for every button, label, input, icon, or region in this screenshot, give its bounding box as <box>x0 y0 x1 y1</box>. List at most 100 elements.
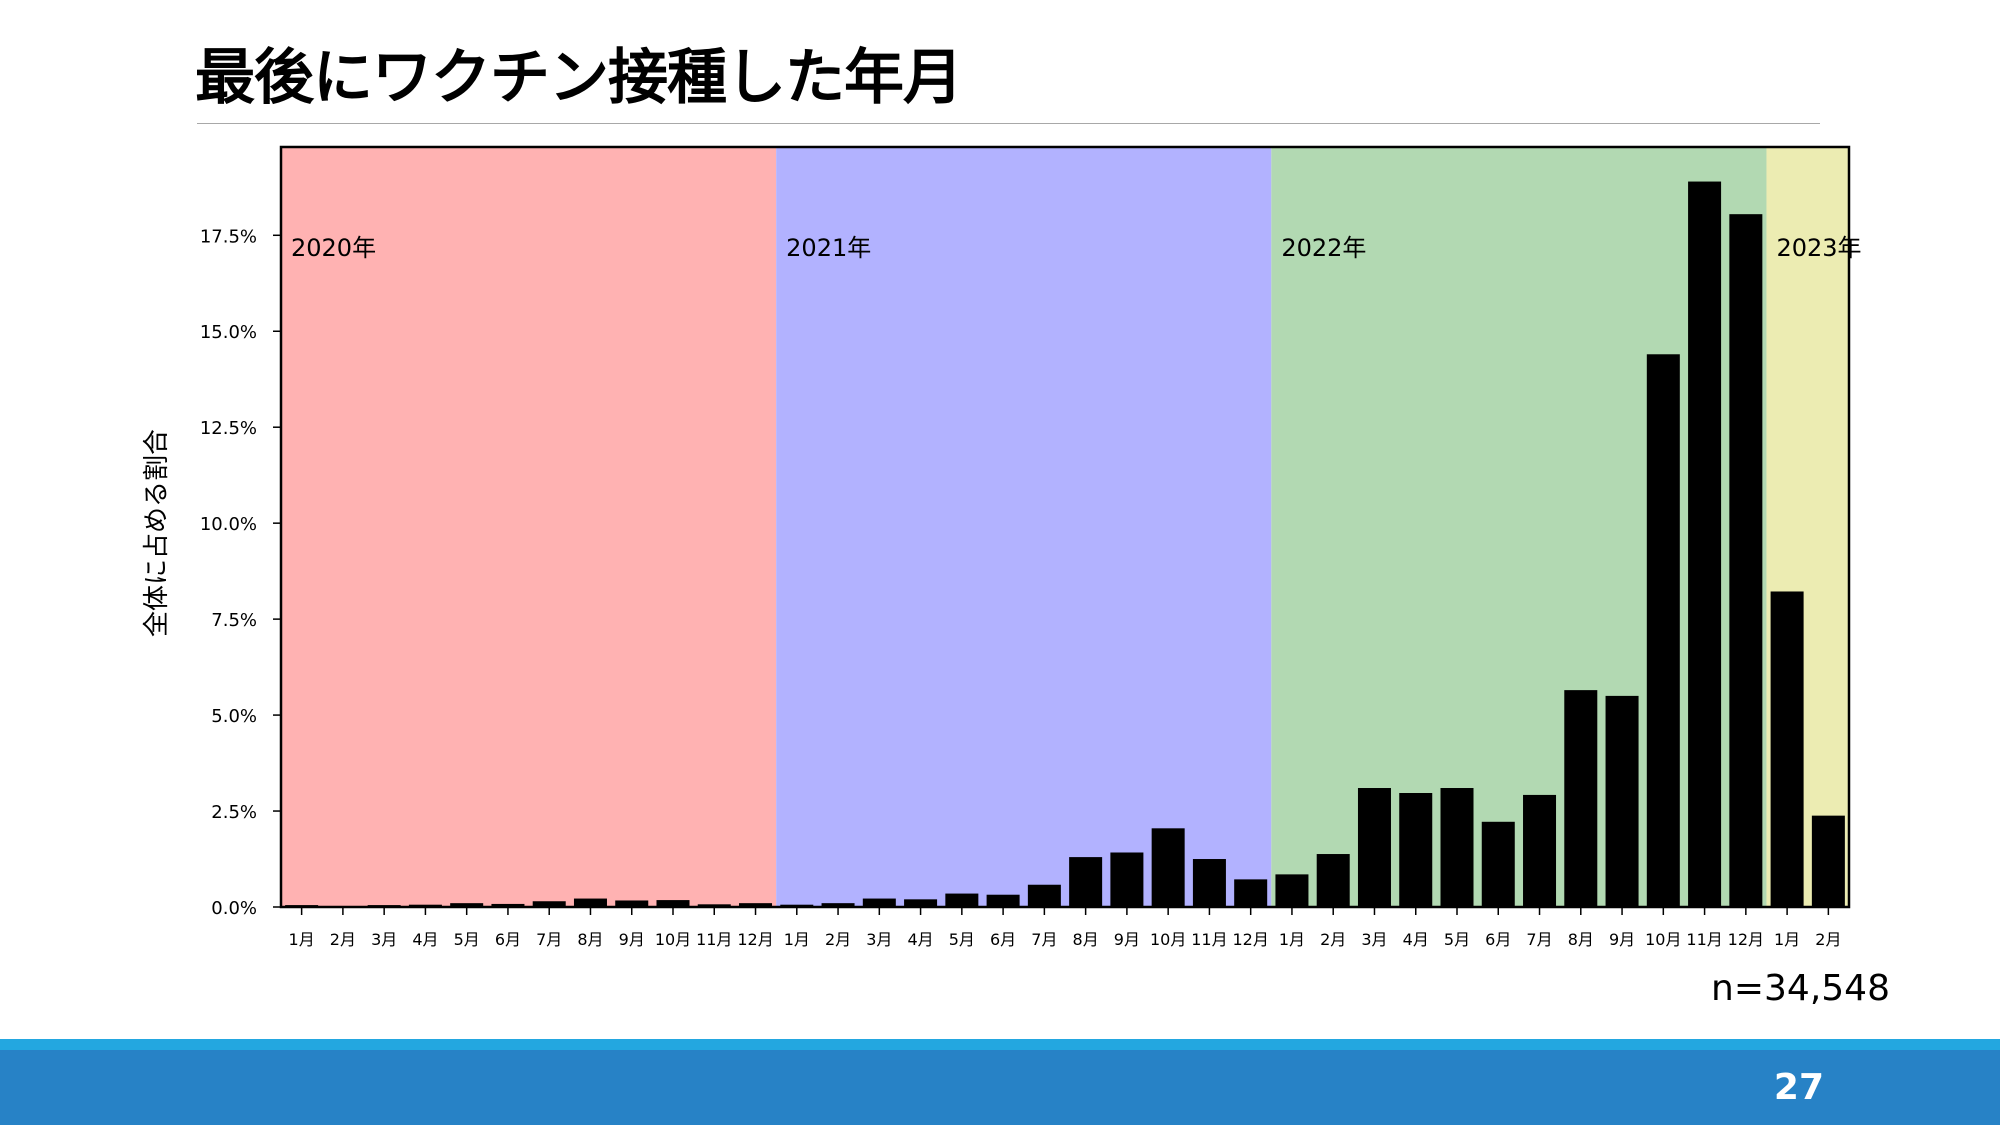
plot-frame <box>279 145 1851 909</box>
bar <box>656 900 690 907</box>
bar <box>1605 695 1639 907</box>
x-tick-label: 6月 <box>1485 930 1511 949</box>
bar <box>1316 854 1350 907</box>
x-tick-label: 8月 <box>1568 930 1594 949</box>
x-tick-label: 11月 <box>1686 930 1722 949</box>
bar <box>1770 591 1804 907</box>
x-tick-label: 11月 <box>1191 930 1227 949</box>
bar <box>1646 354 1680 908</box>
x-tick-label: 1月 <box>1774 930 1800 949</box>
bar <box>1399 793 1433 907</box>
bar <box>1234 879 1268 907</box>
bar <box>1275 874 1309 907</box>
bar <box>1481 821 1515 907</box>
x-tick-label: 9月 <box>1609 930 1635 949</box>
bar <box>739 903 773 907</box>
y-tick-label: 15.0% <box>200 322 257 343</box>
x-tick-label: 4月 <box>907 930 933 949</box>
x-tick-label: 1月 <box>784 930 810 949</box>
bar <box>532 901 566 907</box>
y-tick-label: 7.5% <box>211 610 257 631</box>
y-tick-label: 2.5% <box>211 802 257 823</box>
bar <box>1564 690 1598 907</box>
x-tick-label: 12月 <box>1232 930 1268 949</box>
y-tick-label: 10.0% <box>200 514 257 535</box>
bar <box>1440 788 1474 907</box>
x-tick-label: 5月 <box>1444 930 1470 949</box>
year-band-label: 2021年 <box>786 234 871 262</box>
bar <box>821 903 855 907</box>
bar <box>697 904 731 907</box>
bar <box>904 899 938 907</box>
x-tick-label: 10月 <box>1150 930 1186 949</box>
x-tick-label: 3月 <box>866 930 892 949</box>
x-tick-label: 7月 <box>1031 930 1057 949</box>
page-number: 27 <box>1773 1067 1824 1108</box>
bar <box>450 903 484 907</box>
bar <box>1729 214 1763 907</box>
y-tick-label: 5.0% <box>211 706 257 727</box>
bar <box>1027 884 1061 907</box>
x-tick-label: 2月 <box>1320 930 1346 949</box>
bar <box>1151 828 1185 907</box>
x-tick-label: 5月 <box>454 930 480 949</box>
x-tick-label: 7月 <box>536 930 562 949</box>
bar <box>862 898 896 907</box>
year-band-2 <box>1271 147 1767 907</box>
x-tick-label: 3月 <box>371 930 397 949</box>
y-axis: 0.0% 2.5% 5.0% 7.5% 10.0% 12.5% 15.0% 17.5% <box>200 226 281 919</box>
bars <box>285 181 1845 908</box>
year-band-label: 2023年 <box>1776 234 1861 262</box>
y-tick-label: 17.5% <box>200 226 257 247</box>
x-tick-label: 3月 <box>1361 930 1387 949</box>
x-tick-label: 10月 <box>1645 930 1681 949</box>
bar <box>986 894 1020 907</box>
year-band-label: 2022年 <box>1281 234 1366 262</box>
bar <box>1523 794 1557 907</box>
x-tick-label: 2月 <box>1815 930 1841 949</box>
x-tick-label: 9月 <box>619 930 645 949</box>
footer-bar <box>0 1050 2000 1125</box>
year-band-1 <box>776 147 1272 907</box>
x-tick-label: 10月 <box>655 930 691 949</box>
x-tick-label: 5月 <box>949 930 975 949</box>
year-band-label: 2020年 <box>291 234 376 262</box>
sample-size: n=34,548 <box>1711 968 1890 1009</box>
bar <box>945 893 979 907</box>
bar <box>1811 815 1845 907</box>
bar <box>1357 788 1391 907</box>
y-tick-label: 0.0% <box>211 898 257 919</box>
bar <box>491 903 525 907</box>
x-tick-label: 6月 <box>495 930 521 949</box>
x-axis: 1月 2月 3月 4月 5月 6月 7月 8月 9月 10月 11月 12月 1月 2月 3月 4月 5月 6月 7… <box>289 907 1841 949</box>
slide-title: 最後にワクチン接種した年月 <box>195 43 963 113</box>
y-tick-label: 12.5% <box>200 418 257 439</box>
x-tick-label: 4月 <box>412 930 438 949</box>
footer-accent-stripe <box>0 1039 2000 1050</box>
x-tick-label: 6月 <box>990 930 1016 949</box>
x-tick-label: 2月 <box>330 930 356 949</box>
y-axis-label: 全体に占める割合 <box>142 429 172 637</box>
x-tick-label: 8月 <box>577 930 603 949</box>
x-tick-label: 7月 <box>1526 930 1552 949</box>
x-tick-label: 1月 <box>1279 930 1305 949</box>
x-tick-label: 12月 <box>737 930 773 949</box>
bar-chart: 2020年 2021年 2022年 2023年 0.0% 2.5% 5.0% 7.5% 10.… <box>142 145 1862 949</box>
bar <box>1688 181 1722 907</box>
x-tick-label: 8月 <box>1073 930 1099 949</box>
bar <box>1069 857 1103 907</box>
x-tick-label: 11月 <box>696 930 732 949</box>
bar <box>1110 852 1144 907</box>
year-band-labels: 2020年 2021年 2022年 2023年 <box>291 234 1862 262</box>
x-tick-label: 1月 <box>289 930 315 949</box>
year-band-0 <box>281 147 777 907</box>
x-tick-label: 2月 <box>825 930 851 949</box>
x-tick-label: 4月 <box>1403 930 1429 949</box>
bar <box>1192 859 1226 907</box>
x-tick-label: 9月 <box>1114 930 1140 949</box>
bar <box>615 900 649 907</box>
year-bands <box>281 147 1849 907</box>
x-tick-label: 12月 <box>1728 930 1764 949</box>
bar <box>573 898 607 907</box>
title-divider <box>197 123 1820 124</box>
